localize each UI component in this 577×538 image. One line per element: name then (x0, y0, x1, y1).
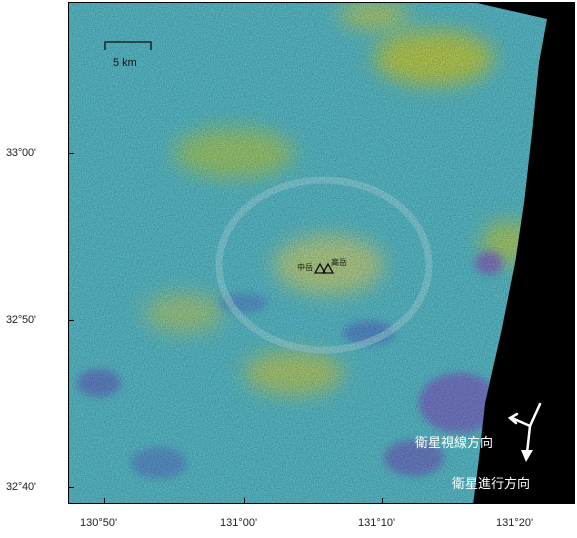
lat-tick-32-40 (68, 487, 74, 488)
scale-bar (104, 41, 152, 50)
lon-tick-131-00 (244, 498, 245, 504)
look-direction-label: 衛星視線方向 (415, 436, 494, 451)
lat-tick-33-00 (68, 153, 74, 154)
scale-bar-label: 5 km (113, 57, 137, 69)
lat-label-33-00: 33°00' (6, 147, 36, 159)
lon-label-131-20: 131°20' (496, 517, 534, 529)
lon-tick-130-50 (104, 498, 105, 504)
peak-label-takadake: 高岳 (331, 258, 347, 267)
lon-label-131-00: 131°00' (220, 517, 258, 529)
lon-label-130-50: 130°50' (80, 517, 118, 529)
lat-tick-32-50 (68, 320, 74, 321)
lon-label-131-10: 131°10' (358, 517, 396, 529)
lat-label-32-40: 32°40' (6, 481, 36, 493)
peak-triangles-icon (314, 262, 335, 274)
lat-label-32-50: 32°50' (6, 314, 36, 326)
sar-interferogram (69, 3, 574, 503)
flight-direction-label: 衛星進行方向 (452, 477, 531, 492)
texture-overlay (69, 3, 547, 503)
lon-tick-131-10 (382, 498, 383, 504)
lon-tick-131-20 (520, 498, 521, 504)
satellite-direction-arrows (507, 402, 542, 462)
peak-label-nakadake: 中岳 (297, 263, 313, 272)
sar-map-frame (68, 2, 575, 504)
